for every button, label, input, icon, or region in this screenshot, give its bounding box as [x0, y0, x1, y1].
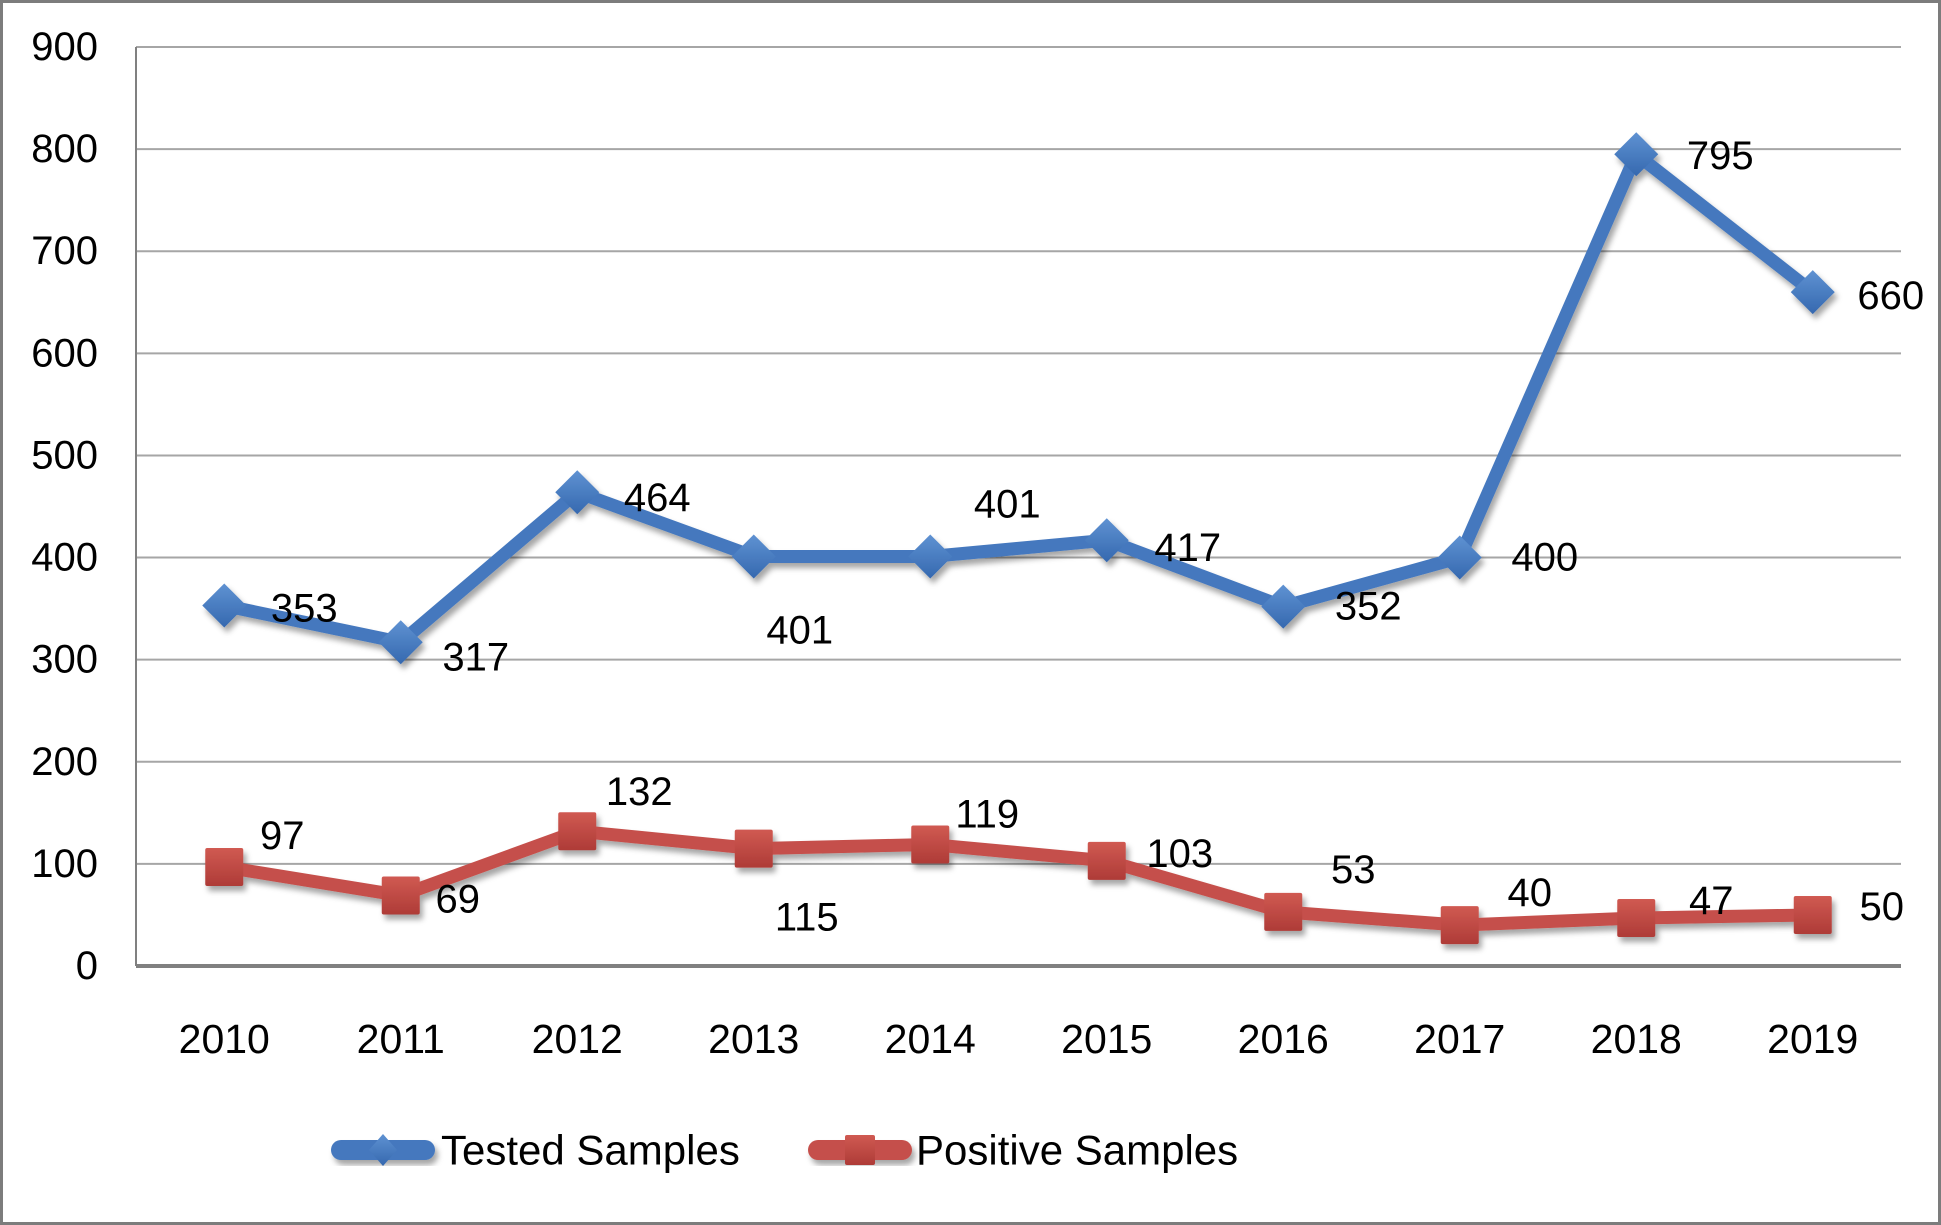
- data-label: 40: [1508, 871, 1553, 915]
- data-label: 50: [1860, 885, 1905, 929]
- y-tick-label: 900: [31, 25, 98, 69]
- legend: Tested Samples Positive Samples: [331, 1127, 1238, 1174]
- y-tick-label: 300: [31, 638, 98, 682]
- y-axis-labels: 0 100 200 300 400 500 600 700 800 900: [31, 25, 98, 988]
- diamond-marker: [731, 534, 776, 579]
- data-label: 69: [436, 878, 481, 922]
- data-label: 103: [1146, 832, 1213, 876]
- data-label: 97: [260, 814, 305, 858]
- gridlines: [136, 46, 1901, 865]
- x-tick-label: 2017: [1414, 1016, 1505, 1062]
- x-tick-label: 2012: [532, 1016, 623, 1062]
- y-tick-label: 100: [31, 842, 98, 886]
- diamond-marker: [1084, 518, 1129, 563]
- square-marker: [1793, 895, 1832, 934]
- data-label: 353: [271, 587, 338, 631]
- data-label: 417: [1154, 526, 1221, 570]
- x-tick-label: 2010: [179, 1016, 270, 1062]
- x-tick-label: 2014: [885, 1016, 976, 1062]
- diamond-marker: [202, 583, 247, 628]
- legend-label: Positive Samples: [916, 1127, 1238, 1174]
- series-line: [217, 147, 1820, 649]
- square-marker: [381, 876, 420, 915]
- diamond-marker: [1614, 132, 1659, 177]
- diamond-marker: [1790, 270, 1835, 315]
- y-tick-label: 500: [31, 433, 98, 477]
- square-marker: [1087, 841, 1126, 880]
- y-tick-label: 200: [31, 740, 98, 784]
- diamond-marker: [378, 620, 423, 665]
- square-marker: [1264, 892, 1303, 931]
- y-tick-label: 0: [76, 944, 98, 988]
- data-label: 132: [606, 770, 673, 814]
- square-marker: [205, 847, 244, 886]
- legend-item-positive-samples: Positive Samples: [808, 1127, 1238, 1174]
- data-label: 317: [442, 635, 509, 679]
- data-label: 401: [766, 609, 833, 653]
- data-label: 352: [1335, 585, 1402, 629]
- x-tick-label: 2019: [1767, 1016, 1858, 1062]
- series-line: [217, 824, 1820, 932]
- x-tick-label: 2013: [708, 1016, 799, 1062]
- data-label: 115: [775, 896, 839, 940]
- square-marker: [911, 825, 950, 864]
- y-tick-label: 400: [31, 536, 98, 580]
- legend-label: Tested Samples: [441, 1127, 740, 1174]
- data-label: 401: [974, 483, 1041, 527]
- x-tick-label: 2016: [1238, 1016, 1329, 1062]
- diamond-marker: [1437, 535, 1482, 580]
- series-data-labels: 353 317 464 401 401 417 352 400 795 660: [271, 134, 1924, 679]
- series-data-labels: 97 69 132 115 119 103 53 40 47 50: [260, 770, 1904, 939]
- diamond-marker: [555, 470, 600, 515]
- legend-square-marker: [845, 1135, 875, 1165]
- x-tick-label: 2011: [357, 1016, 445, 1062]
- series-tested-samples: [202, 132, 1835, 665]
- y-tick-label: 800: [31, 127, 98, 171]
- data-label: 795: [1687, 134, 1754, 178]
- data-label: 53: [1331, 848, 1376, 892]
- data-label: 400: [1511, 536, 1578, 580]
- diamond-marker: [908, 534, 953, 579]
- square-marker: [734, 829, 773, 868]
- x-tick-label: 2018: [1591, 1016, 1682, 1062]
- square-marker: [1440, 906, 1479, 945]
- diamond-marker: [1261, 584, 1306, 629]
- x-tick-label: 2015: [1061, 1016, 1152, 1062]
- y-tick-label: 600: [31, 331, 98, 375]
- data-label: 119: [955, 792, 1019, 836]
- samples-line-chart: 0 100 200 300 400 500 600 700 800 900 2010 2011 2012…: [31, 25, 1924, 1174]
- legend-item-tested-samples: Tested Samples: [331, 1127, 740, 1174]
- x-axis-labels: 2010 2011 2012 2013 2014 2015 2016 2017 2018 2019: [179, 1016, 1859, 1062]
- data-label: 660: [1857, 274, 1924, 318]
- square-marker: [1617, 899, 1656, 938]
- series-positive-samples: [205, 812, 1832, 945]
- data-label: 464: [624, 476, 691, 520]
- y-tick-label: 700: [31, 229, 98, 273]
- data-label: 47: [1689, 879, 1734, 923]
- legend-diamond-marker: [369, 1134, 397, 1166]
- square-marker: [558, 812, 597, 851]
